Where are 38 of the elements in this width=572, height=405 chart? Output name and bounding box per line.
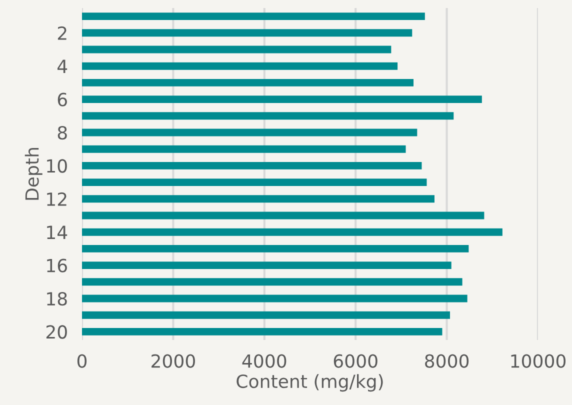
x-tick-label: 6000 (334, 354, 378, 368)
bar (82, 278, 462, 286)
x-tick-label: 2000 (152, 354, 195, 368)
bar (82, 145, 406, 153)
bar (82, 262, 452, 270)
x-tick-label: 4000 (242, 354, 286, 368)
y-tick-label: 20 (46, 325, 67, 339)
bar (82, 128, 418, 136)
bar (82, 29, 412, 37)
bar (82, 112, 454, 120)
bar (82, 294, 468, 302)
bar (82, 228, 502, 236)
bar (82, 78, 414, 86)
bar (82, 178, 427, 186)
y-tick-label: 6 (58, 92, 67, 106)
bar (82, 195, 434, 203)
y-tick-label: 2 (58, 26, 66, 40)
x-axis-title: Content (mg/kg) (236, 374, 383, 392)
bar (82, 62, 398, 70)
bar (82, 46, 392, 54)
bar (82, 244, 469, 252)
x-tick-label: 0 (77, 354, 87, 368)
y-tick-label: 18 (47, 292, 67, 306)
y-tick-label: 10 (47, 159, 67, 173)
bar (82, 311, 450, 319)
bar (82, 96, 482, 104)
y-tick-label: 4 (58, 60, 68, 73)
y-tick-label: 16 (47, 258, 67, 272)
bar (82, 162, 422, 170)
y-tick-label: 14 (47, 226, 68, 239)
bar (82, 12, 425, 20)
y-axis-title: Depth (24, 148, 42, 200)
y-tick-label: 8 (58, 126, 67, 140)
y-tick-label: 12 (47, 192, 66, 206)
bar (82, 328, 442, 336)
x-tick-label: 10000 (511, 354, 566, 368)
x-tick-label: 8000 (425, 354, 469, 368)
bar (82, 212, 484, 220)
